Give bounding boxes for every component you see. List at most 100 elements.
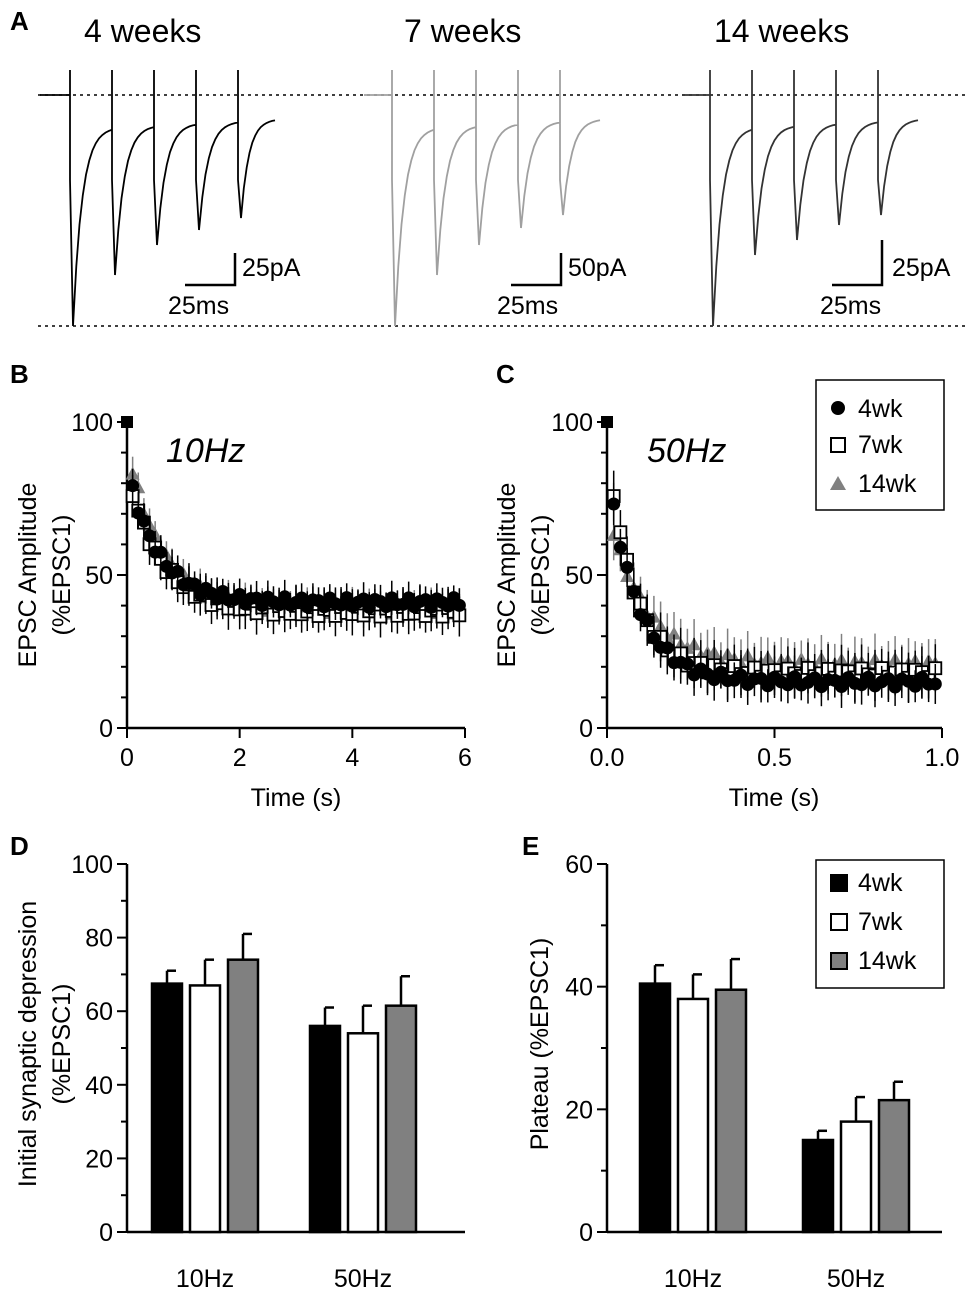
data-point-4wk bbox=[452, 598, 466, 612]
y-tick-label: 50 bbox=[85, 562, 113, 590]
bar-7wk-50Hz bbox=[839, 1120, 873, 1234]
bar-7wk-10Hz bbox=[676, 997, 710, 1234]
x-axis-label: Time (s) bbox=[251, 784, 342, 812]
data-point-4wk bbox=[640, 613, 654, 627]
panel-letter-e: E bbox=[522, 831, 539, 861]
scale-y-label-4-weeks: 25pA bbox=[242, 254, 301, 282]
bar-14wk-50Hz bbox=[877, 1098, 911, 1234]
y-tick-label: 0 bbox=[579, 1219, 593, 1247]
x-tick-label: 6 bbox=[458, 744, 472, 772]
scale-bar-4-weeks bbox=[185, 253, 237, 287]
y-axis-label-line2: (%EPSC1) bbox=[48, 984, 76, 1105]
data-point-4wk bbox=[734, 668, 748, 682]
bar-4wk-50Hz bbox=[801, 1138, 835, 1234]
data-point-4wk bbox=[607, 497, 621, 511]
legend-marker-4wk bbox=[830, 874, 848, 892]
legend-label-4wk: 4wk bbox=[858, 869, 903, 897]
y-tick-label: 20 bbox=[85, 1145, 113, 1173]
data-point-4wk bbox=[680, 657, 694, 671]
scale-y-label-14-weeks: 25pA bbox=[892, 254, 951, 282]
y-tick-label: 60 bbox=[85, 998, 113, 1026]
bar-4wk-10Hz bbox=[638, 982, 672, 1234]
bar-7wk-10Hz bbox=[188, 984, 222, 1234]
x-tick-label: 0.0 bbox=[590, 744, 625, 772]
data-point-4wk bbox=[660, 641, 674, 655]
panel-e-chart: Plateau (%EPSC1) 4wk 7wk 14wk 0 20 40 60 10H… bbox=[526, 851, 945, 1293]
legend-marker-7wk bbox=[830, 913, 848, 931]
panel-letter-d: D bbox=[10, 831, 29, 861]
category-label-50Hz: 50Hz bbox=[334, 1265, 392, 1293]
x-tick-label: 1.0 bbox=[925, 744, 960, 772]
trace-label-14-weeks: 14 weeks bbox=[714, 13, 849, 49]
data-point-4wk bbox=[928, 677, 942, 691]
data-point-4wk bbox=[154, 545, 168, 559]
legend-label-7wk: 7wk bbox=[858, 431, 903, 459]
y-axis-label-line2: (%EPSC1) bbox=[48, 515, 76, 636]
data-point-4wk bbox=[620, 560, 634, 574]
bar-14wk-10Hz bbox=[226, 958, 260, 1234]
data-point-4wk bbox=[121, 416, 133, 428]
bar-4wk-50Hz bbox=[308, 1024, 342, 1234]
data-point-4wk bbox=[647, 631, 661, 645]
scale-x-label-4-weeks: 25ms bbox=[168, 292, 229, 320]
legend-label-14wk: 14wk bbox=[858, 947, 917, 975]
y-tick-label: 100 bbox=[71, 409, 113, 437]
legend-marker-7wk bbox=[830, 437, 846, 453]
data-point-4wk bbox=[627, 584, 641, 598]
category-label-10Hz: 10Hz bbox=[664, 1265, 722, 1293]
data-point-4wk bbox=[188, 577, 202, 591]
panel-c-chart: 50Hz Time (s) EPSC Amplitude (%EPSC1) 4w… bbox=[493, 379, 960, 812]
legend-marker-4wk bbox=[831, 401, 845, 415]
epsc-traces bbox=[40, 70, 919, 327]
x-tick-label: 2 bbox=[233, 744, 247, 772]
y-axis-label-line1: Initial synaptic depression bbox=[14, 901, 42, 1187]
trace-label-7-weeks: 7 weeks bbox=[404, 13, 521, 49]
data-point-4wk bbox=[908, 679, 922, 693]
y-axis-label-line1: EPSC Amplitude bbox=[14, 483, 42, 668]
legend-marker-14wk bbox=[830, 952, 848, 970]
legend-label-4wk: 4wk bbox=[858, 395, 903, 423]
frequency-annotation-10hz: 10Hz bbox=[166, 432, 245, 470]
legend-marker-14wk bbox=[830, 476, 846, 490]
data-point-4wk bbox=[808, 671, 822, 685]
scale-x-label-14-weeks: 25ms bbox=[820, 292, 881, 320]
category-label-50Hz: 50Hz bbox=[827, 1265, 885, 1293]
y-tick-label: 40 bbox=[565, 974, 593, 1002]
y-axis-label: Plateau (%EPSC1) bbox=[526, 938, 554, 1151]
data-point-4wk bbox=[171, 564, 185, 578]
y-tick-label: 40 bbox=[85, 1072, 113, 1100]
scale-bar-7-weeks bbox=[511, 253, 563, 287]
x-tick-label: 4 bbox=[345, 744, 359, 772]
bar-7wk-50Hz bbox=[346, 1032, 380, 1234]
panel-d-chart: Initial synaptic depression (%EPSC1) 0 20… bbox=[14, 851, 465, 1293]
y-tick-label: 100 bbox=[551, 409, 593, 437]
trace-label-4-weeks: 4 weeks bbox=[84, 13, 201, 49]
category-label-10Hz: 10Hz bbox=[176, 1265, 234, 1293]
y-tick-label: 0 bbox=[99, 1219, 113, 1247]
scale-y-label-7-weeks: 50pA bbox=[568, 254, 627, 282]
data-point-4wk bbox=[137, 514, 151, 528]
bar-14wk-50Hz bbox=[384, 1004, 418, 1234]
data-point-14wk bbox=[667, 626, 681, 640]
data-point-4wk bbox=[233, 588, 247, 602]
panel-b-chart: 10Hz Time (s) EPSC Amplitude (%EPSC1) 0 5… bbox=[14, 409, 472, 812]
y-axis-label-line1: EPSC Amplitude bbox=[493, 483, 521, 668]
bar-4wk-10Hz bbox=[150, 982, 184, 1234]
panel-letter-c: C bbox=[496, 359, 515, 389]
legend-label-14wk: 14wk bbox=[858, 470, 917, 498]
trace-4-weeks bbox=[40, 70, 276, 327]
panel-a: 4 weeks 7 weeks 14 weeks 25pA 25ms 50pA … bbox=[38, 13, 965, 327]
y-tick-label: 0 bbox=[99, 715, 113, 743]
x-tick-label: 0.5 bbox=[757, 744, 792, 772]
y-tick-label: 20 bbox=[565, 1096, 593, 1124]
data-point-4wk bbox=[143, 529, 157, 543]
x-axis-label: Time (s) bbox=[729, 784, 820, 812]
data-point-4wk bbox=[613, 540, 627, 554]
x-tick-label: 0 bbox=[120, 744, 134, 772]
panel-letter-b: B bbox=[10, 359, 29, 389]
data-point-4wk bbox=[601, 416, 613, 428]
bar-14wk-10Hz bbox=[714, 988, 748, 1234]
legend-label-7wk: 7wk bbox=[858, 908, 903, 936]
panel-letter-a: A bbox=[10, 6, 29, 36]
